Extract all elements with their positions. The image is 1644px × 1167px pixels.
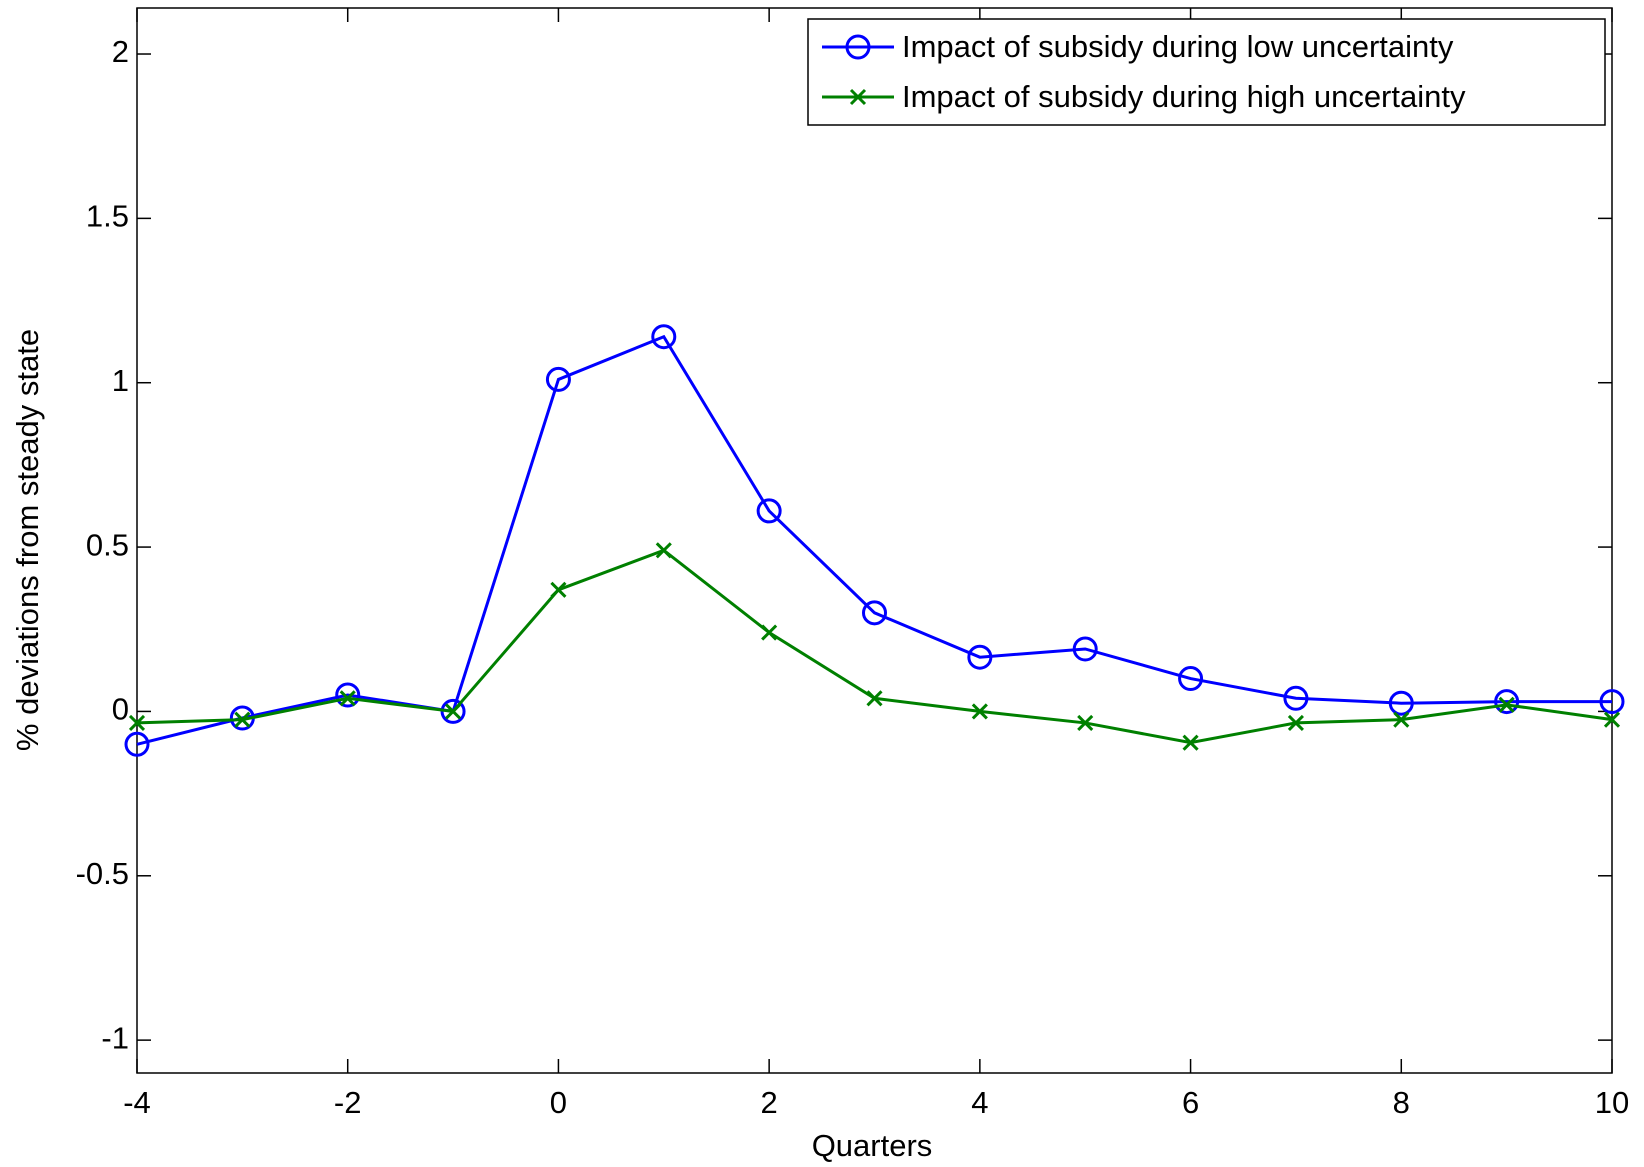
legend-label: Impact of subsidy during high uncertaint… — [902, 79, 1466, 114]
y-tick-label: 1.5 — [86, 199, 129, 234]
y-tick-label: -0.5 — [76, 856, 129, 891]
y-tick-label: -1 — [101, 1020, 129, 1055]
data-point — [761, 624, 778, 641]
series-line — [136, 548, 1613, 745]
data-point — [967, 644, 993, 670]
data-point — [1388, 690, 1414, 716]
data-point — [1494, 689, 1520, 715]
data-point — [1393, 711, 1410, 728]
data-point — [124, 731, 150, 757]
data-point — [756, 498, 782, 524]
data-point — [1287, 714, 1304, 731]
x-axis-label: Quarters — [812, 1128, 933, 1163]
data-point — [1077, 714, 1094, 731]
data-point — [545, 366, 571, 392]
data-point — [1599, 689, 1625, 715]
data-point — [1603, 711, 1621, 728]
x-tick-label: 0 — [550, 1085, 567, 1120]
x-tick-label: 6 — [1182, 1085, 1199, 1120]
y-axis-label: % deviations from steady state — [10, 329, 45, 751]
data-point — [234, 711, 251, 728]
legend-box — [807, 18, 1606, 126]
data-point — [866, 690, 883, 707]
series-line — [136, 334, 1612, 746]
data-point — [862, 600, 887, 626]
legend-marker — [849, 88, 867, 106]
data-point — [1283, 685, 1309, 711]
data-point — [1498, 696, 1515, 713]
x-tick-label: 8 — [1393, 1085, 1410, 1120]
data-point — [655, 542, 672, 559]
data-point — [971, 703, 988, 720]
x-tick-label: -2 — [334, 1085, 362, 1120]
legend-marker — [845, 34, 871, 60]
data-point — [550, 581, 567, 598]
x-tick-label: 10 — [1595, 1085, 1629, 1120]
y-tick-label: 0 — [112, 692, 129, 727]
x-tick-label: 4 — [971, 1085, 988, 1120]
y-tick-label: 2 — [112, 34, 129, 69]
data-point — [1178, 666, 1204, 692]
x-tick-label: 2 — [761, 1085, 778, 1120]
data-point — [1072, 636, 1098, 662]
data-point — [1182, 734, 1199, 751]
data-point — [339, 690, 356, 707]
data-point — [651, 324, 677, 350]
x-tick-label: -4 — [123, 1085, 151, 1120]
plot-frame — [136, 7, 1613, 1074]
data-point — [128, 714, 146, 731]
legend-label: Impact of subsidy during low uncertainty — [902, 29, 1454, 64]
data-point — [335, 682, 361, 708]
y-tick-label: 1 — [112, 363, 129, 398]
y-tick-label: 0.5 — [86, 527, 129, 562]
data-point — [445, 703, 462, 720]
